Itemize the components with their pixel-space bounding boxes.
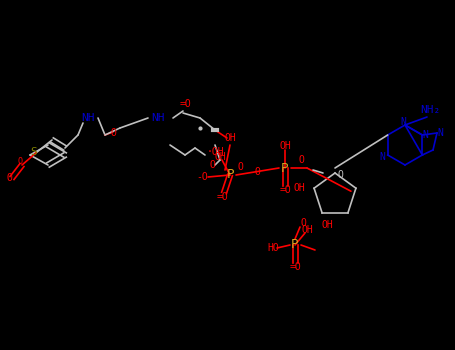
Text: O: O bbox=[17, 156, 22, 166]
Text: -O: -O bbox=[196, 172, 208, 182]
Text: O: O bbox=[300, 218, 306, 228]
Text: O: O bbox=[237, 162, 243, 172]
Text: =O: =O bbox=[289, 262, 301, 272]
Text: =O: =O bbox=[279, 185, 291, 195]
Text: =O: =O bbox=[216, 192, 228, 202]
Text: O: O bbox=[254, 167, 260, 177]
Text: O: O bbox=[298, 155, 304, 165]
Text: NH₂: NH₂ bbox=[420, 105, 440, 115]
Text: N: N bbox=[422, 130, 428, 140]
Text: OH: OH bbox=[293, 183, 305, 193]
Text: P: P bbox=[226, 168, 234, 182]
Text: P: P bbox=[281, 161, 289, 175]
Text: OH: OH bbox=[214, 152, 226, 162]
Text: OH: OH bbox=[301, 225, 313, 235]
Text: O: O bbox=[6, 173, 12, 183]
Text: NH: NH bbox=[151, 113, 165, 123]
Text: NH: NH bbox=[81, 113, 95, 123]
Text: ·OH: ·OH bbox=[206, 147, 224, 157]
Text: =O: =O bbox=[179, 99, 191, 109]
Text: N: N bbox=[380, 152, 386, 162]
Text: HO: HO bbox=[267, 243, 279, 253]
Text: O: O bbox=[209, 160, 215, 170]
Text: OH: OH bbox=[321, 220, 333, 230]
Text: OH: OH bbox=[279, 141, 291, 151]
Text: N: N bbox=[437, 128, 443, 138]
Text: P: P bbox=[291, 238, 299, 252]
Text: N: N bbox=[400, 117, 406, 127]
Text: O: O bbox=[110, 128, 116, 138]
Text: S: S bbox=[30, 147, 37, 157]
Text: O: O bbox=[337, 170, 343, 180]
Text: OH: OH bbox=[224, 133, 236, 143]
